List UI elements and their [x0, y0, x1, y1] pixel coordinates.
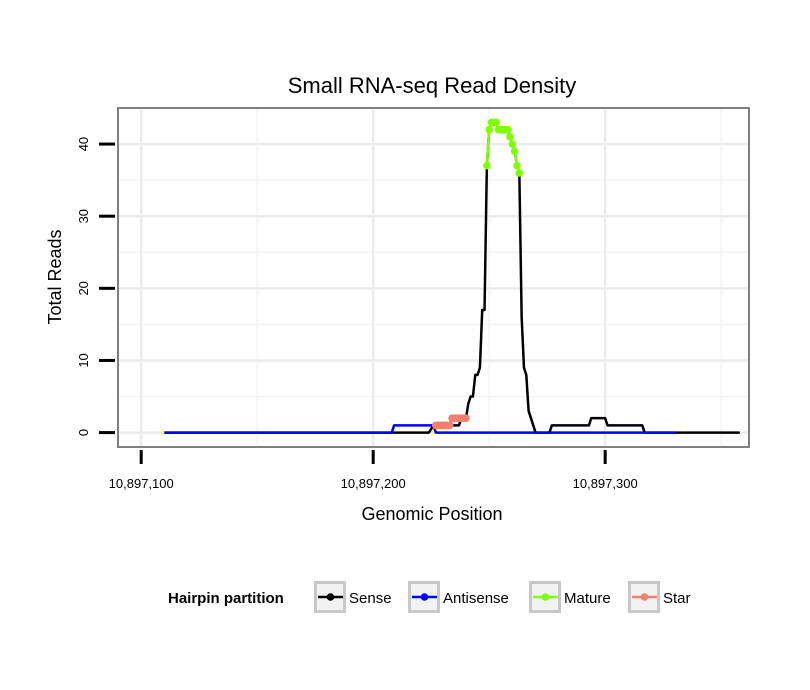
y-tick-label: 20: [76, 281, 91, 295]
chart-title: Small RNA-seq Read Density: [288, 73, 577, 98]
legend-label: Mature: [564, 590, 611, 607]
data-point-mature: [506, 133, 514, 141]
legend-key-point: [640, 593, 649, 601]
plot-panel-border: [117, 107, 750, 448]
data-point-star: [445, 421, 454, 430]
data-point-mature: [503, 125, 512, 134]
legend-item-star: Star: [628, 581, 691, 613]
legend-label: Antisense: [443, 590, 509, 607]
y-axis-title: Total Reads: [45, 229, 65, 324]
series-antisense: [164, 424, 675, 434]
data-point-mature: [483, 161, 491, 170]
data-point-mature: [492, 118, 500, 127]
y-tick-label: 30: [76, 209, 91, 223]
data-point-mature: [513, 161, 521, 170]
data-point-star: [462, 414, 470, 422]
legend-key-point: [326, 593, 335, 601]
legend-label: Star: [663, 590, 691, 607]
x-tick-label: 10,897,200: [341, 476, 406, 491]
series-line-sense: [164, 121, 740, 434]
legend-item-antisense: Antisense: [408, 581, 509, 613]
data-point-mature: [508, 140, 517, 148]
data-point-mature: [515, 169, 524, 177]
x-tick-label: 10,897,300: [573, 476, 638, 491]
x-tick-label: 10,897,100: [109, 476, 174, 491]
x-axis-title: Genomic Position: [361, 504, 502, 524]
series-layer: [164, 118, 740, 434]
y-axis: 0 10 20 30 40: [76, 137, 115, 436]
y-tick-label: 10: [76, 353, 91, 367]
legend-title: Hairpin partition: [168, 590, 284, 607]
legend-item-sense: Sense: [314, 581, 392, 613]
grid-lines: [118, 108, 749, 447]
x-axis: 10,897,100 10,897,200 10,897,300: [109, 450, 638, 491]
series-star: [432, 414, 470, 430]
legend-item-mature: Mature: [529, 581, 611, 613]
data-point-mature: [485, 125, 493, 134]
legend-key-point: [541, 593, 550, 601]
data-point-mature: [510, 147, 519, 156]
legend-label: Sense: [349, 590, 392, 607]
legend: Hairpin partition Sense Antisense Mature St…: [168, 581, 691, 613]
series-mature: [483, 118, 524, 177]
y-tick-label: 0: [76, 429, 91, 436]
legend-key-point: [420, 593, 429, 601]
series-sense: [164, 121, 740, 434]
series-line-antisense: [164, 424, 675, 434]
y-tick-label: 40: [76, 137, 91, 151]
